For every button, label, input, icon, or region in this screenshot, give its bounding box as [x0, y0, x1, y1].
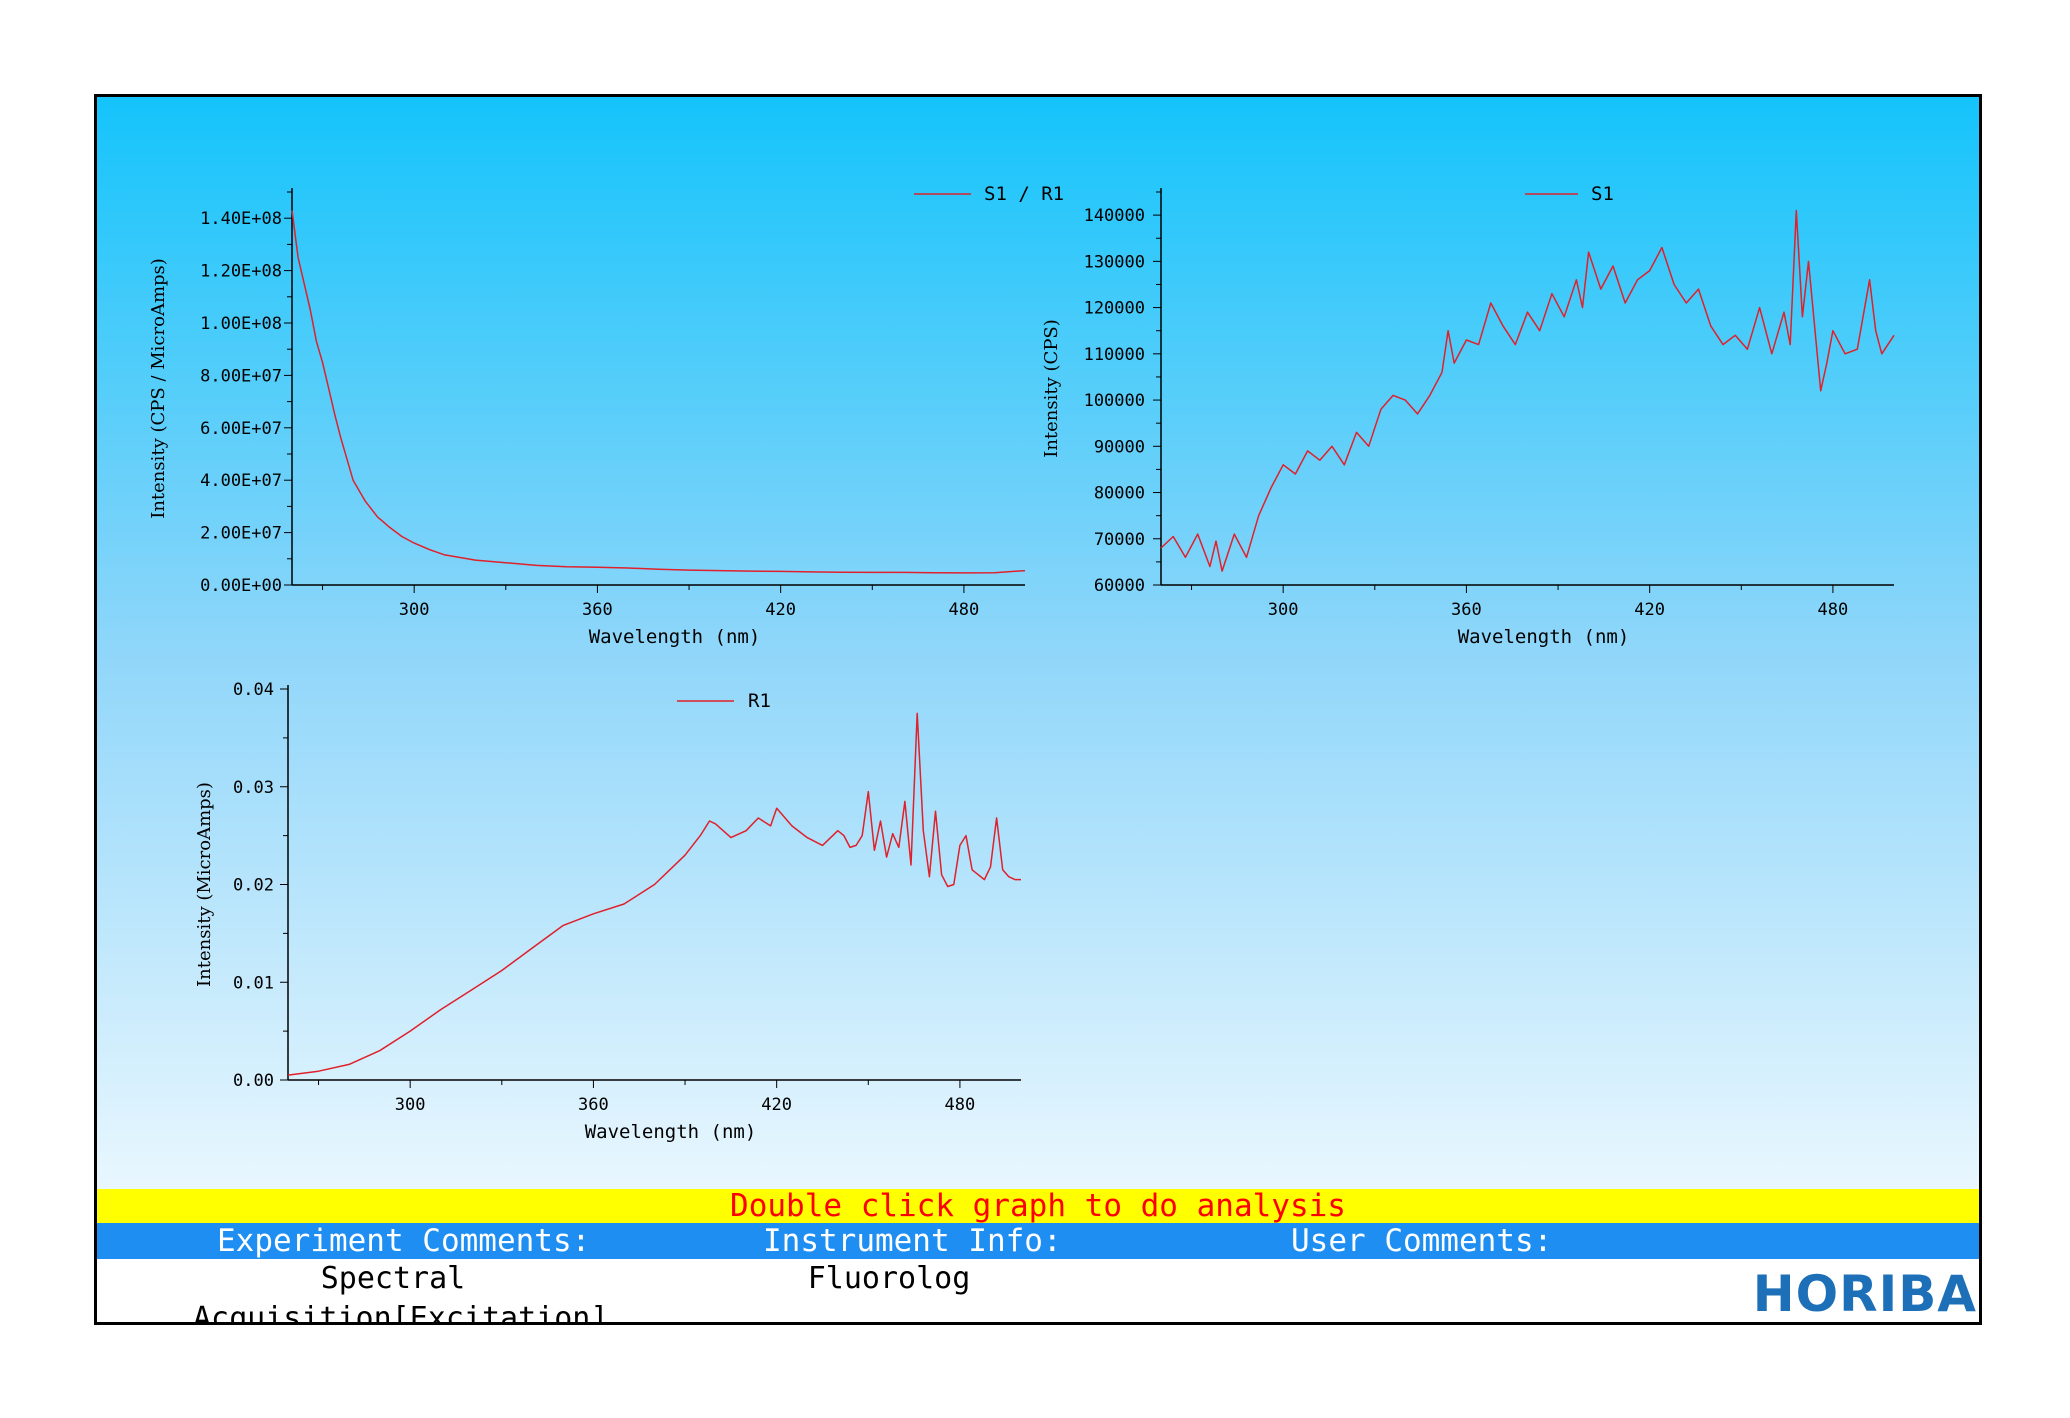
chart-r1-x-tick-label: 480 [945, 1095, 976, 1115]
chart-ratio-y-tick-label: 1.40E+08 [200, 209, 282, 229]
chart-r1-y-tick-label: 0.01 [233, 973, 274, 993]
chart-s1-series-line [1160, 209, 1895, 572]
chart-ratio-y-tick-label: 0.00E+00 [200, 576, 282, 596]
chart-r1-x-tick-label: 420 [761, 1095, 792, 1115]
chart-s1-y-tick-label: 80000 [1094, 484, 1145, 504]
chart-r1-x-axis-title: Wavelength (nm) [585, 1121, 757, 1143]
comments-values: Spectral Acquisition[Excitation] Fluorol… [97, 1259, 1979, 1325]
plots-area[interactable]: 300 360 420 480 0.00E+00 2.00E+07 4.00E+07 6.00… [97, 97, 1979, 1187]
chart-r1-y-tick-label: 0.03 [233, 778, 274, 798]
instrument-info-value: Fluorolog [807, 1261, 971, 1296]
horiba-logo: HORIBA [1752, 1265, 1977, 1323]
user-comments-label: User Comments: [1291, 1223, 1553, 1259]
chart-s1-x-axis-title: Wavelength (nm) [1458, 626, 1630, 648]
chart-s1-y-tick-label: 70000 [1094, 530, 1145, 550]
chart-ratio-y-tick-label: 2.00E+07 [200, 524, 282, 544]
chart-ratio-y-tick-label: 8.00E+07 [200, 366, 282, 386]
chart-ratio-x-tick-label: 480 [949, 600, 980, 620]
analysis-banner[interactable]: Double click graph to do analysis [97, 1189, 1979, 1223]
report-frame: 300 360 420 480 0.00E+00 2.00E+07 4.00E+07 6.00… [94, 94, 1982, 1325]
chart-r1-legend-label: R1 [748, 690, 771, 712]
chart-ratio-x-tick-label: 420 [765, 600, 796, 620]
experiment-comments-label: Experiment Comments: [217, 1223, 591, 1259]
chart-ratio-legend-label: S1 / R1 [984, 183, 1064, 205]
chart-s1-y-tick-label: 140000 [1084, 206, 1145, 226]
chart-s1-x-tick-label: 360 [1451, 600, 1482, 620]
chart-s1-x-tick-label: 480 [1818, 600, 1849, 620]
chart-s1-legend-label: S1 [1591, 183, 1614, 205]
chart-ratio-x-tick-label: 360 [582, 600, 613, 620]
chart-s1-y-axis-title: Intensity (CPS) [1041, 319, 1062, 458]
chart-s1-y-tick-label: 60000 [1094, 576, 1145, 596]
chart-ratio-y-tick-label: 6.00E+07 [200, 419, 282, 439]
chart-r1-y-tick-label: 0.04 [233, 680, 274, 700]
instrument-info-label: Instrument Info: [763, 1223, 1062, 1259]
chart-ratio-y-tick-label: 1.20E+08 [200, 262, 282, 282]
chart-s1-y-tick-label: 120000 [1084, 299, 1145, 319]
comments-header: Experiment Comments: Instrument Info: Us… [97, 1223, 1979, 1259]
chart-ratio-y-tick-label: 1.00E+08 [200, 314, 282, 334]
chart-r1-x-tick-label: 300 [395, 1095, 426, 1115]
chart-ratio-y-axis-title: Intensity (CPS / MicroAmps) [148, 258, 169, 519]
chart-s1-y-tick-label: 110000 [1084, 345, 1145, 365]
chart-r1-y-axis-title: Intensity (MicroAmps) [194, 782, 215, 987]
chart-s1-y-tick-label: 100000 [1084, 391, 1145, 411]
experiment-comments-value: Spectral Acquisition[Excitation] [193, 1261, 609, 1325]
chart-ratio-series-line [291, 210, 1026, 574]
chart-ratio-x-tick-label: 300 [399, 600, 430, 620]
chart-ratio-y-tick-label: 4.00E+07 [200, 471, 282, 491]
chart-s1-y-tick-label: 90000 [1094, 437, 1145, 457]
chart-s1-x-tick-label: 420 [1634, 600, 1665, 620]
chart-r1-series-line [287, 712, 1021, 1076]
chart-ratio-x-axis-title: Wavelength (nm) [589, 626, 761, 648]
chart-ratio[interactable]: 300 360 420 480 0.00E+00 2.00E+07 4.00E+07 6.00… [148, 183, 1064, 648]
chart-s1-x-tick-label: 300 [1268, 600, 1299, 620]
chart-s1-y-tick-label: 130000 [1084, 252, 1145, 272]
chart-s1[interactable]: 300 360 420 480 60000 70000 80000 90000 100000 11… [1041, 183, 1895, 648]
chart-r1-y-tick-label: 0.00 [233, 1071, 274, 1091]
chart-r1[interactable]: 300 360 420 480 0.00 0.01 0.02 0.03 0.04 Waveleng… [194, 680, 1021, 1143]
chart-r1-x-tick-label: 360 [578, 1095, 609, 1115]
chart-r1-y-tick-label: 0.02 [233, 876, 274, 896]
